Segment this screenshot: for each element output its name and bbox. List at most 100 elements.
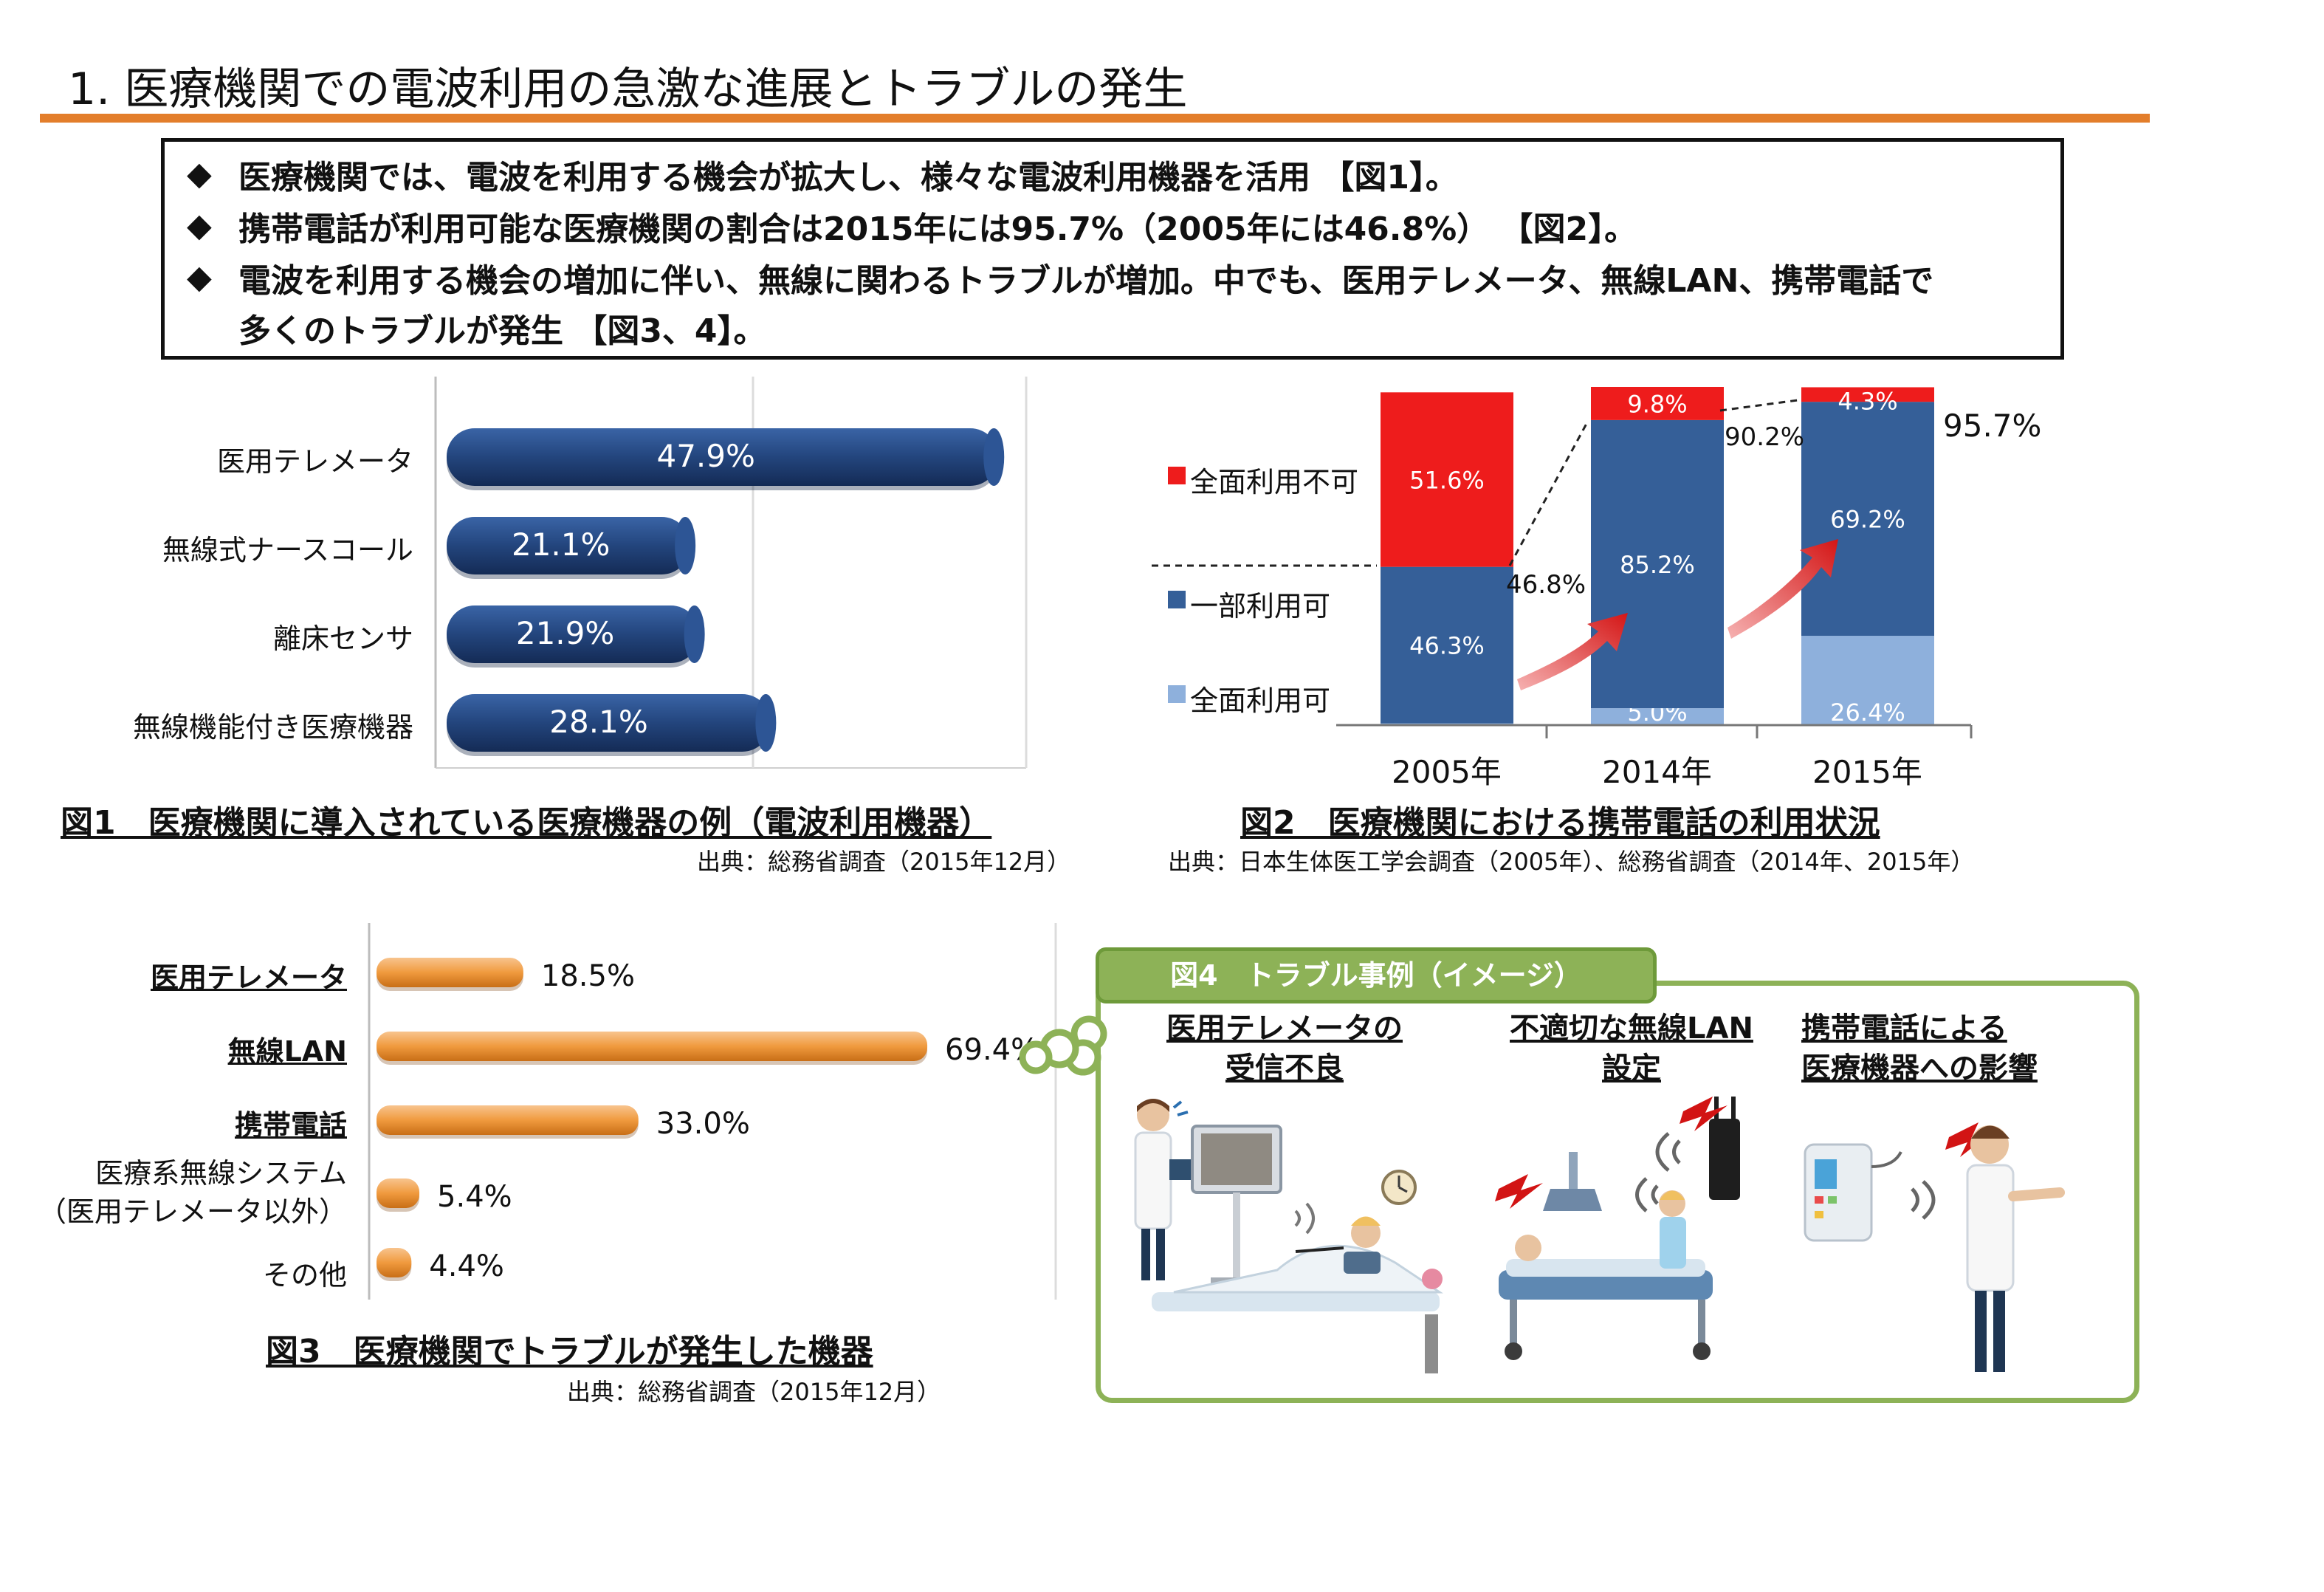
fig3-category-label: その他 xyxy=(262,1259,347,1291)
summary-text-continued: 多くのトラブルが発生 【図3、4】。 xyxy=(238,312,766,350)
fig3-value-label: 18.5% xyxy=(541,959,635,993)
fig2-bar-segment xyxy=(1591,419,1724,709)
fig2-caption: 図2 医療機関における携帯電話の利用状況 xyxy=(1240,804,1880,842)
fig1-value-label: 21.9% xyxy=(516,615,614,651)
fig4-case-line: 医用テレメータの xyxy=(1166,1012,1403,1046)
fig2-bar-segment xyxy=(1381,566,1513,724)
lightning-icon xyxy=(1495,1097,1993,1209)
summary-bullet: ◆ 携帯電話が利用可能な医療機関の割合は2015年には95.7%（2005年には4… xyxy=(187,207,1637,253)
fig3-category-label: 無線LAN xyxy=(227,1035,347,1068)
doctor-illustration xyxy=(1966,1125,2065,1372)
fig2-legend-label: 全面利用不可 xyxy=(1190,466,1359,498)
fig1-bar-cap xyxy=(983,428,1005,486)
title-divider xyxy=(40,114,2150,123)
fig3-caption: 図3 医療機関でトラブルが発生した機器 xyxy=(266,1333,873,1370)
summary-text: 医療機関では、電波を利用する機会が拡大し、様々な電波利用機器を活用 【図1】。 xyxy=(238,159,1458,196)
fig1-bar xyxy=(447,517,690,574)
fig2-dashed-line xyxy=(1508,422,1589,566)
fig4-case-line: 不適切な無線LAN xyxy=(1510,1012,1753,1046)
fig1-bar-cap xyxy=(684,605,705,663)
fig4-case-title: 携帯電話による 医療機器への影響 xyxy=(1801,1009,2082,1088)
fig1-bar-cap xyxy=(675,517,696,574)
fig3-category-label: 医用テレメータ xyxy=(150,961,347,994)
diamond-bullet-icon: ◆ xyxy=(187,155,212,193)
fig4-case-title: 医用テレメータの 受信不良 xyxy=(1152,1009,1417,1088)
fig2-value-label: 26.4% xyxy=(1830,699,1905,727)
fig1-bar-cap xyxy=(755,694,777,752)
fig2-bar-segment xyxy=(1801,402,1934,637)
fig4-illustrations xyxy=(1134,1097,2065,1373)
fig4-title-tab: 図4 トラブル事例（イメージ） xyxy=(1096,947,1657,1003)
fig1-category-label: 医用テレメータ xyxy=(216,445,413,478)
fig3-value-label: 33.0% xyxy=(656,1107,750,1141)
clock-icon xyxy=(1381,1170,1417,1205)
summary-text: 携帯電話が利用可能な医療機関の割合は2015年には95.7%（2005年には46… xyxy=(238,210,1637,248)
fig2-chart: 0.5%46.3%51.6%5.0%85.2%9.8%26.4%69.2%4.3… xyxy=(1152,387,1973,738)
diamond-bullet-icon: ◆ xyxy=(187,207,212,244)
fig1-bar xyxy=(447,428,999,486)
fig1-caption: 図1 医療機関に導入されている医療機器の例（電波利用機器） xyxy=(61,804,992,842)
fig2-bar-segment xyxy=(1381,392,1513,567)
fig2-dashed-line xyxy=(1719,399,1798,412)
fig2-value-label: 51.6% xyxy=(1409,466,1485,494)
fig1-value-label: 21.1% xyxy=(512,526,610,563)
legend-swatch xyxy=(1168,685,1186,703)
monitor-icon xyxy=(1191,1125,1282,1283)
fig3-bar xyxy=(377,958,523,987)
fig2-legend-label: 一部利用可 xyxy=(1190,590,1331,622)
fig4-case-title: 不適切な無線LAN 設定 xyxy=(1491,1009,1772,1088)
fig3-bar xyxy=(377,1248,412,1277)
fig1-category-label: 離床センサ xyxy=(272,622,413,655)
increase-arrow-icon xyxy=(1727,539,1838,639)
summary-text: 電波を利用する機会の増加に伴い、無線に関わるトラブルが増加。中でも、医用テレメー… xyxy=(238,262,1934,300)
fig3-category-sublabel: （医用テレメータ以外） xyxy=(38,1195,347,1228)
fig3-bar xyxy=(377,1105,639,1135)
fig1-bar xyxy=(447,694,771,752)
legend-swatch xyxy=(1168,591,1186,608)
fig2-value-label: 46.3% xyxy=(1409,632,1485,660)
fig1-value-label: 28.1% xyxy=(549,704,647,740)
fig3-value-label: 4.4% xyxy=(429,1249,504,1283)
fig2-x-label: 2015年 xyxy=(1812,754,1922,790)
summary-bullet: ◆ 電波を利用する機会の増加に伴い、無線に関わるトラブルが増加。中でも、医用テレメ… xyxy=(187,258,1933,304)
fig2-x-label: 2014年 xyxy=(1602,754,1712,790)
fig2-value-label: 4.3% xyxy=(1837,387,1897,415)
fig2-value-label: 85.2% xyxy=(1620,551,1695,579)
fig1-category-label: 無線機能付き医療機器 xyxy=(132,711,413,744)
fig2-total-label: 46.8% xyxy=(1506,570,1586,600)
patient-bed-icon xyxy=(1152,1202,1443,1373)
fig2-total-label: 90.2% xyxy=(1725,422,1805,452)
fig2-bar-segment xyxy=(1801,636,1934,725)
fig3-category-label: 携帯電話 xyxy=(234,1109,347,1142)
page-title: 1. 医療機関での電波利用の急激な進展とトラブルの発生 xyxy=(68,64,1188,115)
fig2-value-label: 9.8% xyxy=(1627,390,1687,418)
fig1-chart: 47.9% 21.1% 21.9% 28.1% xyxy=(434,377,1028,769)
fig3-value-label: 5.4% xyxy=(437,1180,512,1214)
fig2-bar-segment xyxy=(1591,708,1724,725)
patient-bed-icon xyxy=(1499,1152,1713,1360)
fig3-bar xyxy=(377,1178,420,1208)
fig2-bar-segment xyxy=(1801,387,1934,402)
fig1-bar xyxy=(447,605,699,663)
fig4-case-line: 設定 xyxy=(1602,1051,1661,1085)
diamond-bullet-icon: ◆ xyxy=(187,258,212,296)
thought-cloud-icon xyxy=(1019,1015,1107,1076)
infusion-pump-icon xyxy=(1804,1143,1936,1242)
fig2-total-label: 95.7% xyxy=(1943,408,2042,444)
fig1-source: 出典：総務省調査（2015年12月） xyxy=(697,848,1071,876)
fig3-bar xyxy=(377,1032,928,1061)
fig2-source: 出典：日本生体医工学会調査（2005年）、総務省調査（2014年、2015年） xyxy=(1168,848,1975,876)
legend-swatch xyxy=(1168,467,1186,484)
summary-box: ◆ 医療機関では、電波を利用する機会が拡大し、様々な電波利用機器を活用 【図1】。… xyxy=(161,138,2064,360)
increase-arrow-icon xyxy=(1517,613,1628,690)
fig2-value-label: 69.2% xyxy=(1830,506,1905,534)
fig1-value-label: 47.9% xyxy=(656,438,754,474)
fig2-x-label: 2005年 xyxy=(1392,754,1502,790)
fig1-category-label: 無線式ナースコール xyxy=(162,534,413,566)
fig3-chart: 18.5%69.4%33.0%5.4%4.4% xyxy=(368,923,1057,1300)
fig4-case-line: 医療機器への影響 xyxy=(1801,1051,2038,1085)
fig2-bar-segment xyxy=(1591,387,1724,420)
nurse-illustration xyxy=(1134,1099,1199,1280)
fig4-case-line: 携帯電話による xyxy=(1801,1012,2007,1046)
nurse-illustration xyxy=(1659,1190,1686,1269)
